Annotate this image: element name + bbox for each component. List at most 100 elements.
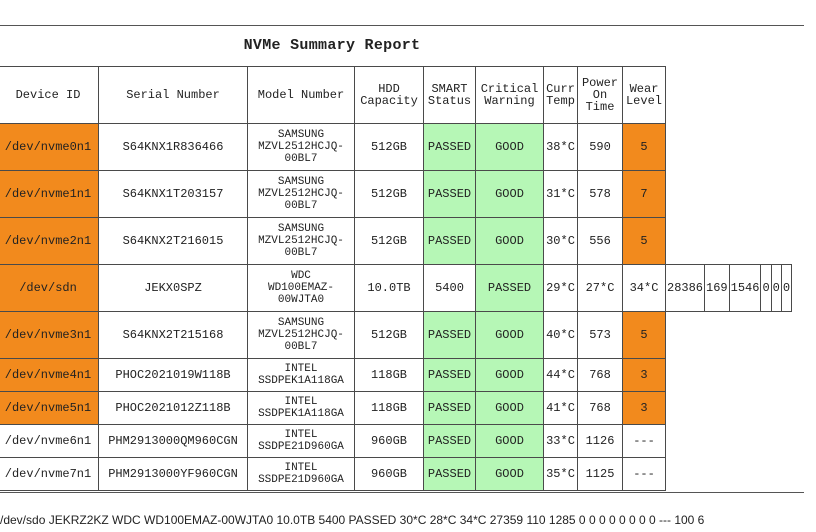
value-cell: 0 <box>780 264 793 312</box>
rpm-cell: 5400 <box>423 264 476 312</box>
capacity-cell: 10.0TB <box>354 264 424 312</box>
wear-level-cell: 5 <box>622 217 666 265</box>
table-row: /dev/nvme0n1 S64KNX1R836466 SAMSUNG MZVL2… <box>0 123 792 171</box>
power-on-cell: 1126 <box>577 424 623 458</box>
col-hdd-capacity: HDD Capacity <box>354 66 424 124</box>
serial-cell: S64KNX1R836466 <box>98 123 248 171</box>
capacity-cell: 960GB <box>354 457 424 491</box>
temp-cell: 30*C <box>543 217 578 265</box>
serial-cell: S64KNX1T203157 <box>98 170 248 218</box>
wear-level-cell: 3 <box>622 391 666 425</box>
smart-status-cell: PASSED <box>423 358 476 392</box>
table-row: /dev/nvme5n1 PHOC2021012Z118B INTEL SSDPE… <box>0 391 792 425</box>
critical-warning-cell: GOOD <box>475 170 544 218</box>
col-smart-status: SMART Status <box>423 66 476 124</box>
table-row: /dev/sdn JEKX0SPZ WDC WD100EMAZ- 00WJTA0 1… <box>0 264 793 312</box>
model-cell: SAMSUNG MZVL2512HCJQ- 00BL7 <box>247 123 355 171</box>
smart-status-cell: PASSED <box>423 391 476 425</box>
wear-level-cell: --- <box>622 457 666 491</box>
device-id-cell: /dev/nvme3n1 <box>0 311 99 359</box>
value-cell: 0 <box>770 264 782 312</box>
wear-level-cell: 7 <box>622 170 666 218</box>
col-wear-level: Wear Level <box>622 66 666 124</box>
smart-status-cell: PASSED <box>423 217 476 265</box>
smart-status-cell: PASSED <box>423 424 476 458</box>
report-title: NVMe Summary Report <box>243 37 421 54</box>
capacity-cell: 512GB <box>354 311 424 359</box>
col-model-number: Model Number <box>247 66 355 124</box>
model-cell: SAMSUNG MZVL2512HCJQ- 00BL7 <box>247 170 355 218</box>
power-on-cell: 590 <box>577 123 623 171</box>
value-cell: 1546 <box>728 264 762 312</box>
capacity-cell: 512GB <box>354 123 424 171</box>
serial-cell: S64KNX2T216015 <box>98 217 248 265</box>
temp-cell: 31*C <box>543 170 578 218</box>
temp-cell: 40*C <box>543 311 578 359</box>
value-cell: 28386 <box>664 264 706 312</box>
summary-table: Device ID Serial Number Model Number HDD… <box>0 66 793 491</box>
temp-cell: 41*C <box>543 391 578 425</box>
temp-cell: 27*C <box>577 264 623 312</box>
model-cell: WDC WD100EMAZ- 00WJTA0 <box>247 264 355 312</box>
smart-status-cell: PASSED <box>423 123 476 171</box>
temp-cell: 29*C <box>543 264 578 312</box>
critical-warning-cell: GOOD <box>475 424 544 458</box>
power-on-cell: 1125 <box>577 457 623 491</box>
critical-warning-cell: GOOD <box>475 123 544 171</box>
serial-cell: PHOC2021019W118B <box>98 358 248 392</box>
capacity-cell: 512GB <box>354 170 424 218</box>
table-row: /dev/nvme6n1 PHM2913000QM960CGN INTEL SSD… <box>0 424 792 458</box>
power-on-cell: 556 <box>577 217 623 265</box>
device-id-cell: /dev/nvme4n1 <box>0 358 99 392</box>
critical-warning-cell: GOOD <box>475 391 544 425</box>
wear-level-cell: 3 <box>622 358 666 392</box>
device-id-cell: /dev/nvme0n1 <box>0 123 99 171</box>
col-power-on-time: Power On Time <box>577 66 623 124</box>
wear-level-cell: --- <box>622 424 666 458</box>
top-divider <box>0 25 804 26</box>
smart-status-cell: PASSED <box>475 264 544 312</box>
serial-cell: PHM2913000YF960CGN <box>98 457 248 491</box>
model-cell: INTEL SSDPEK1A118GA <box>247 358 355 392</box>
col-serial-number: Serial Number <box>98 66 248 124</box>
header-row: Device ID Serial Number Model Number HDD… <box>0 66 792 124</box>
table-row: /dev/nvme7n1 PHM2913000YF960CGN INTEL SSD… <box>0 457 792 491</box>
model-cell: SAMSUNG MZVL2512HCJQ- 00BL7 <box>247 217 355 265</box>
table-row: /dev/nvme3n1 S64KNX2T215168 SAMSUNG MZVL2… <box>0 311 792 359</box>
table-row: /dev/nvme4n1 PHOC2021019W118B INTEL SSDPE… <box>0 358 792 392</box>
wear-level-cell: 5 <box>622 311 666 359</box>
temp-cell: 33*C <box>543 424 578 458</box>
serial-cell: PHM2913000QM960CGN <box>98 424 248 458</box>
col-curr-temp: Curr Temp <box>543 66 578 124</box>
model-cell: INTEL SSDPEK1A118GA <box>247 391 355 425</box>
device-id-cell: /dev/nvme2n1 <box>0 217 99 265</box>
table-row: /dev/nvme2n1 S64KNX2T216015 SAMSUNG MZVL2… <box>0 217 792 265</box>
power-on-cell: 768 <box>577 391 623 425</box>
serial-cell: PHOC2021012Z118B <box>98 391 248 425</box>
value-cell: 169 <box>704 264 730 312</box>
power-on-cell: 573 <box>577 311 623 359</box>
capacity-cell: 118GB <box>354 391 424 425</box>
table-row: /dev/nvme1n1 S64KNX1T203157 SAMSUNG MZVL2… <box>0 170 792 218</box>
smart-status-cell: PASSED <box>423 311 476 359</box>
serial-cell: JEKX0SPZ <box>98 264 248 312</box>
temp-cell: 44*C <box>543 358 578 392</box>
model-cell: INTEL SSDPE21D960GA <box>247 457 355 491</box>
model-cell: SAMSUNG MZVL2512HCJQ- 00BL7 <box>247 311 355 359</box>
serial-cell: S64KNX2T215168 <box>98 311 248 359</box>
value-cell: 0 <box>760 264 772 312</box>
capacity-cell: 960GB <box>354 424 424 458</box>
device-id-cell: /dev/sdn <box>0 264 99 312</box>
smart-status-cell: PASSED <box>423 170 476 218</box>
bottom-divider <box>0 492 804 493</box>
critical-warning-cell: GOOD <box>475 457 544 491</box>
capacity-cell: 512GB <box>354 217 424 265</box>
smart-status-cell: PASSED <box>423 457 476 491</box>
device-id-cell: /dev/nvme1n1 <box>0 170 99 218</box>
critical-warning-cell: GOOD <box>475 358 544 392</box>
temp-cell: 34*C <box>622 264 666 312</box>
overflow-text-line: /dev/sdo JEKRZ2KZ WDC WD100EMAZ-00WJTA0 … <box>0 513 705 527</box>
power-on-cell: 768 <box>577 358 623 392</box>
power-on-cell: 578 <box>577 170 623 218</box>
device-id-cell: /dev/nvme6n1 <box>0 424 99 458</box>
